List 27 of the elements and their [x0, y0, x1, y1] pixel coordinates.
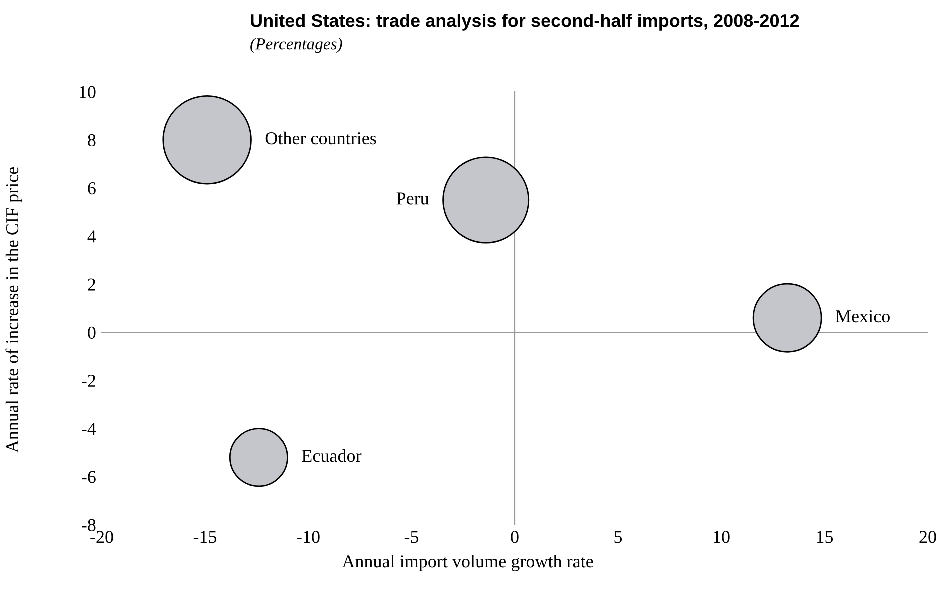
y-axis-title: Annual rate of increase in the CIF price: [6, 167, 22, 453]
x-tick-label: -5: [404, 531, 419, 544]
x-tick-label: 20: [920, 531, 936, 544]
y-tick-label: 0: [88, 326, 96, 339]
y-tick-label: -4: [82, 423, 96, 436]
y-tick-label: -8: [82, 519, 96, 532]
series-label: Mexico: [836, 310, 890, 323]
x-tick-label: -10: [297, 531, 320, 544]
x-tick-label: 15: [817, 531, 834, 544]
series-label: Ecuador: [302, 449, 362, 462]
y-tick-label: -6: [82, 471, 96, 484]
y-tick-label: -2: [82, 374, 96, 387]
y-tick-label: 10: [80, 86, 96, 98]
x-tick-label: 10: [714, 531, 730, 544]
x-axis-title: Annual import volume growth rate: [342, 555, 594, 572]
x-tick-label: 0: [511, 531, 519, 544]
series-label: Peru: [396, 192, 430, 205]
chart-subtitle: (Percentages): [250, 38, 342, 54]
y-tick-label: 2: [88, 278, 96, 291]
x-tick-label: 5: [614, 531, 622, 544]
y-tick-label: 6: [88, 182, 96, 195]
chart-title: United States: trade analysis for second-half imports, 2008-2012: [251, 14, 800, 31]
y-tick-label: 8: [88, 134, 96, 147]
x-tick-label: -20: [90, 531, 114, 544]
y-tick-label: 4: [88, 230, 96, 243]
series-label: Other countries: [266, 132, 376, 145]
x-tick-label: -15: [194, 531, 217, 544]
